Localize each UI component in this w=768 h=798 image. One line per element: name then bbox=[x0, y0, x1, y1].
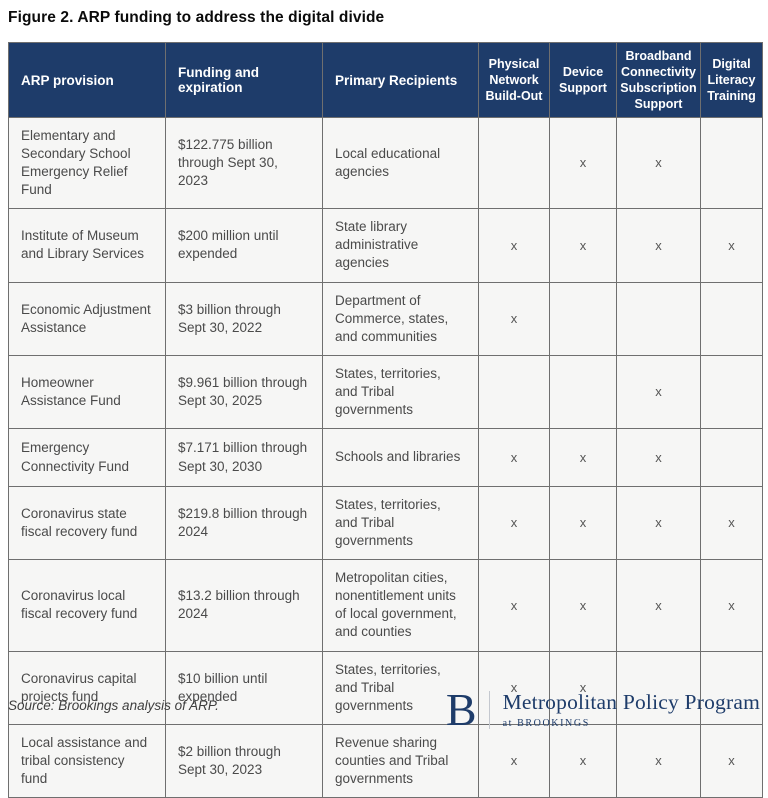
table-row: Coronavirus capital projects fund $10 bi… bbox=[8, 650, 763, 725]
recipients-cell: States, territories, and Tribal governme… bbox=[322, 486, 479, 561]
mark-cell-broadband-subscription bbox=[616, 650, 701, 725]
mark-cell-digital-literacy: x bbox=[700, 486, 763, 561]
column-header-digital-literacy: Digital Literacy Training bbox=[700, 42, 763, 118]
mark-cell-device-support bbox=[549, 354, 617, 430]
funding-cell: $219.8 billion through 2024 bbox=[165, 486, 323, 561]
mark-cell-physical-network: x bbox=[478, 723, 550, 798]
figure-title: Figure 2. ARP funding to address the dig… bbox=[8, 9, 385, 26]
provision-cell: Homeowner Assistance Fund bbox=[8, 354, 166, 430]
provision-cell: Coronavirus capital projects fund bbox=[8, 650, 166, 725]
column-header-funding-expiration: Funding and expiration bbox=[165, 42, 323, 118]
logo-divider bbox=[488, 690, 490, 729]
funding-cell: $9.961 billion through Sept 30, 2025 bbox=[165, 354, 323, 430]
brookings-logo: B Metropolitan Policy Program at BROOKIN… bbox=[445, 684, 760, 735]
mark-cell-digital-literacy bbox=[700, 281, 763, 356]
recipients-cell: States, territories, and Tribal governme… bbox=[322, 354, 479, 430]
source-note: Source: Brookings analysis of ARP. bbox=[8, 698, 219, 713]
mark-cell-digital-literacy bbox=[700, 354, 763, 430]
mark-cell-physical-network bbox=[478, 116, 550, 210]
funding-cell: $200 million until expended bbox=[165, 208, 323, 283]
mark-cell-broadband-subscription: x bbox=[616, 208, 701, 283]
mark-cell-digital-literacy bbox=[700, 428, 763, 488]
mark-cell-device-support: x bbox=[549, 116, 617, 210]
table-row: Economic Adjustment Assistance $3 billio… bbox=[8, 281, 763, 356]
column-header-device-support: Device Support bbox=[549, 42, 617, 118]
provision-cell: Local assistance and tribal consistency … bbox=[8, 723, 166, 798]
mark-cell-broadband-subscription bbox=[616, 281, 701, 356]
column-header-broadband-subscription: Broadband Connectivity Subscription Supp… bbox=[616, 42, 701, 118]
table-row: Elementary and Secondary School Emergenc… bbox=[8, 116, 763, 210]
mark-cell-device-support: x bbox=[549, 486, 617, 561]
mark-cell-physical-network: x bbox=[478, 650, 550, 725]
mark-cell-physical-network: x bbox=[478, 281, 550, 356]
table-row: Coronavirus local fiscal recovery fund $… bbox=[8, 559, 763, 652]
provision-cell: Institute of Museum and Library Services bbox=[8, 208, 166, 283]
table-row: Local assistance and tribal consistency … bbox=[8, 723, 763, 798]
recipients-cell: States, territories, and Tribal governme… bbox=[322, 650, 479, 725]
mark-cell-device-support: x bbox=[549, 208, 617, 283]
column-header-physical-network: Physical Network Build-Out bbox=[478, 42, 550, 118]
logo-program-name: Metropolitan Policy Program bbox=[502, 690, 760, 715]
funding-cell: $3 billion through Sept 30, 2022 bbox=[165, 281, 323, 356]
provision-cell: Elementary and Secondary School Emergenc… bbox=[8, 116, 166, 210]
mark-cell-broadband-subscription: x bbox=[616, 723, 701, 798]
funding-cell: $7.171 billion through Sept 30, 2030 bbox=[165, 428, 323, 488]
mark-cell-device-support: x bbox=[549, 559, 617, 652]
recipients-cell: Schools and libraries bbox=[322, 428, 479, 488]
mark-cell-physical-network bbox=[478, 354, 550, 430]
column-header-arp-provision: ARP provision bbox=[8, 42, 166, 118]
recipients-cell: Department of Commerce, states, and comm… bbox=[322, 281, 479, 356]
table-header-row: ARP provision Funding and expiration Pri… bbox=[8, 42, 763, 118]
recipients-cell: Revenue sharing counties and Tribal gove… bbox=[322, 723, 479, 798]
mark-cell-digital-literacy bbox=[700, 116, 763, 210]
mark-cell-device-support bbox=[549, 281, 617, 356]
logo-sub-label: at BROOKINGS bbox=[502, 718, 590, 730]
mark-cell-digital-literacy: x bbox=[700, 723, 763, 798]
mark-cell-broadband-subscription: x bbox=[616, 354, 701, 430]
brookings-b-icon: B bbox=[445, 684, 477, 735]
provision-cell: Emergency Connectivity Fund bbox=[8, 428, 166, 488]
logo-text: Metropolitan Policy Program at BROOKINGS bbox=[503, 690, 760, 729]
table-row: Coronavirus state fiscal recovery fund $… bbox=[8, 486, 763, 561]
funding-cell: $10 billion until expended bbox=[165, 650, 323, 725]
table-row: Homeowner Assistance Fund $9.961 billion… bbox=[8, 354, 763, 430]
table-row: Emergency Connectivity Fund $7.171 billi… bbox=[8, 428, 763, 488]
recipients-cell: State library administrative agencies bbox=[322, 208, 479, 283]
recipients-cell: Local educational agencies bbox=[322, 116, 479, 210]
mark-cell-digital-literacy: x bbox=[700, 208, 763, 283]
mark-cell-physical-network: x bbox=[478, 208, 550, 283]
funding-cell: $2 billion through Sept 30, 2023 bbox=[165, 723, 323, 798]
mark-cell-broadband-subscription: x bbox=[616, 428, 701, 488]
mark-cell-device-support: x bbox=[549, 428, 617, 488]
mark-cell-broadband-subscription: x bbox=[616, 486, 701, 561]
provision-cell: Coronavirus state fiscal recovery fund bbox=[8, 486, 166, 561]
mark-cell-digital-literacy: x bbox=[700, 559, 763, 652]
funding-cell: $13.2 billion through 2024 bbox=[165, 559, 323, 652]
column-header-primary-recipients: Primary Recipients bbox=[322, 42, 479, 118]
arp-funding-table: ARP provision Funding and expiration Pri… bbox=[8, 42, 763, 798]
funding-cell: $122.775 billion through Sept 30, 2023 bbox=[165, 116, 323, 210]
mark-cell-broadband-subscription: x bbox=[616, 116, 701, 210]
mark-cell-broadband-subscription: x bbox=[616, 559, 701, 652]
table-row: Institute of Museum and Library Services… bbox=[8, 208, 763, 283]
mark-cell-physical-network: x bbox=[478, 486, 550, 561]
mark-cell-physical-network: x bbox=[478, 559, 550, 652]
mark-cell-physical-network: x bbox=[478, 428, 550, 488]
provision-cell: Economic Adjustment Assistance bbox=[8, 281, 166, 356]
mark-cell-device-support: x bbox=[549, 723, 617, 798]
provision-cell: Coronavirus local fiscal recovery fund bbox=[8, 559, 166, 652]
recipients-cell: Metropolitan cities, nonentitlement unit… bbox=[322, 559, 479, 652]
